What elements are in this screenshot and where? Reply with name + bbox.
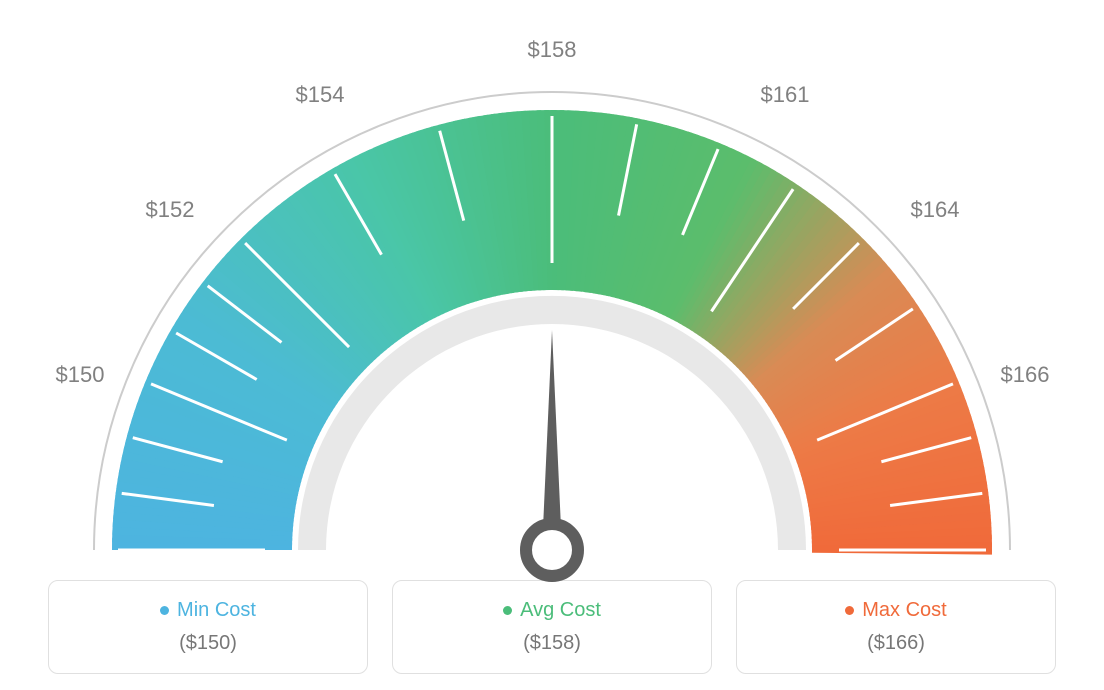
legend-label-row-max: Max Cost	[757, 599, 1035, 622]
gauge-area: $150 $152 $154 $158 $161 $164 $166	[0, 0, 1104, 570]
legend-label-max: Max Cost	[862, 599, 946, 622]
legend-dot-avg	[503, 606, 512, 615]
gauge-tick-label: $161	[761, 82, 810, 108]
gauge-tick-label: $158	[528, 37, 577, 63]
legend-dot-min	[160, 606, 169, 615]
legend-card-max: Max Cost ($166)	[736, 580, 1056, 674]
legend-row: Min Cost ($150) Avg Cost ($158) Max Cost…	[0, 580, 1104, 674]
legend-value-min: ($150)	[69, 632, 347, 655]
legend-label-row-min: Min Cost	[69, 599, 347, 622]
legend-label-min: Min Cost	[177, 599, 256, 622]
gauge-tick-label: $150	[56, 362, 105, 388]
legend-value-avg: ($158)	[413, 632, 691, 655]
legend-card-avg: Avg Cost ($158)	[392, 580, 712, 674]
gauge-tick-label: $152	[146, 197, 195, 223]
legend-value-max: ($166)	[757, 632, 1035, 655]
gauge-tick-label: $154	[296, 82, 345, 108]
legend-dot-max	[845, 606, 854, 615]
legend-label-row-avg: Avg Cost	[413, 599, 691, 622]
gauge-chart-container: $150 $152 $154 $158 $161 $164 $166 Min Cost ($…	[0, 0, 1104, 690]
gauge-tick-label: $166	[1001, 362, 1050, 388]
gauge-tick-label: $164	[911, 197, 960, 223]
gauge-svg	[0, 20, 1104, 590]
legend-card-min: Min Cost ($150)	[48, 580, 368, 674]
legend-label-avg: Avg Cost	[520, 599, 601, 622]
